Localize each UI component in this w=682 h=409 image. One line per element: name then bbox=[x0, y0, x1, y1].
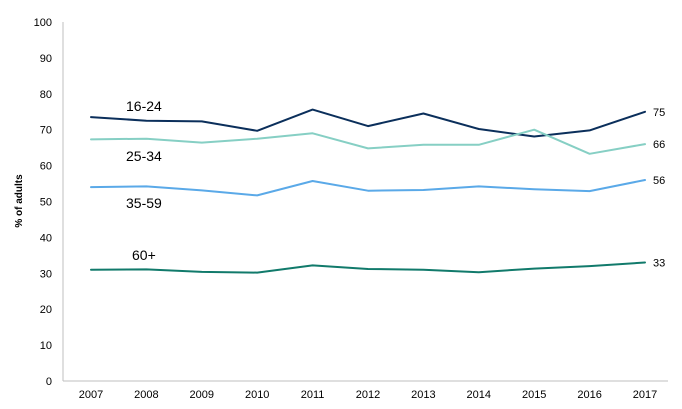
x-tick-label: 2010 bbox=[245, 389, 269, 401]
series-labels: 16-24 25-34 35-59 60+ bbox=[126, 98, 162, 263]
series-label: 25-34 bbox=[126, 148, 162, 164]
x-tick-label: 2007 bbox=[79, 389, 103, 401]
y-tick-label: 30 bbox=[40, 268, 52, 280]
y-axis-label: % of adults bbox=[14, 174, 25, 228]
y-tick-label: 60 bbox=[40, 161, 52, 173]
series-lines bbox=[90, 108, 646, 274]
end-value-label: 66 bbox=[653, 139, 665, 151]
series-line-35-59 bbox=[90, 179, 646, 197]
x-tick-labels: 2007 2008 2009 2010 2011 2012 2013 2014 2015 2016… bbox=[79, 389, 657, 401]
x-tick-label: 2009 bbox=[190, 389, 214, 401]
x-tick-label: 2016 bbox=[577, 389, 601, 401]
series-line-25-34 bbox=[90, 128, 646, 155]
end-value-label: 56 bbox=[653, 175, 665, 187]
y-tick-label: 70 bbox=[40, 125, 52, 137]
series-label: 35-59 bbox=[126, 195, 162, 211]
x-tick-label: 2017 bbox=[633, 389, 657, 401]
series-line-60+ bbox=[90, 261, 646, 274]
y-tick-label: 50 bbox=[40, 197, 52, 209]
end-value-labels: 75 66 56 33 bbox=[653, 107, 665, 270]
series-label: 60+ bbox=[132, 247, 156, 263]
x-tick-label: 2011 bbox=[301, 389, 325, 401]
end-value-label: 75 bbox=[653, 107, 665, 119]
y-tick-label: 20 bbox=[40, 304, 52, 316]
x-tick-label: 2015 bbox=[522, 389, 546, 401]
x-tick-label: 2014 bbox=[467, 389, 491, 401]
series-label: 16-24 bbox=[126, 98, 162, 114]
y-tick-label: 40 bbox=[40, 232, 52, 244]
series-line-16-24 bbox=[90, 108, 646, 138]
x-tick-label: 2008 bbox=[134, 389, 158, 401]
y-tick-label: 90 bbox=[40, 53, 52, 65]
y-tick-label: 10 bbox=[40, 340, 52, 352]
end-value-label: 33 bbox=[653, 258, 665, 270]
y-tick-label: 80 bbox=[40, 89, 52, 101]
y-tick-label: 100 bbox=[34, 17, 52, 29]
y-tick-labels: 0 10 20 30 40 50 60 70 80 90 100 bbox=[34, 17, 52, 388]
x-tick-label: 2012 bbox=[356, 389, 380, 401]
y-axis-label-group: % of adults bbox=[14, 174, 25, 228]
x-tick-label: 2013 bbox=[411, 389, 435, 401]
y-tick-label: 0 bbox=[46, 376, 52, 388]
